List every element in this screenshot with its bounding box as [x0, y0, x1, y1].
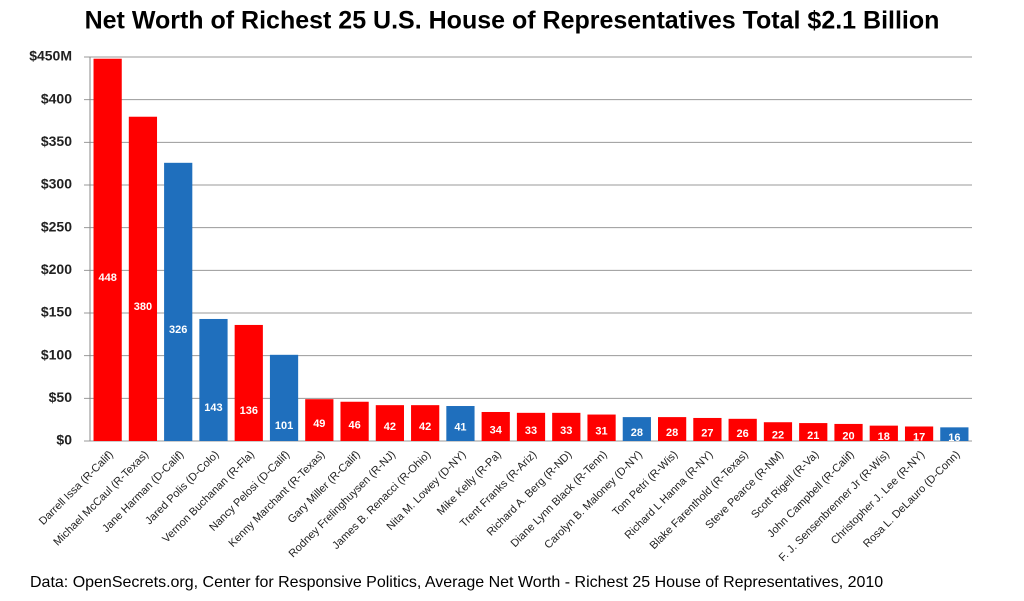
value-label: 49	[313, 418, 325, 430]
bar	[728, 418, 757, 441]
bar	[622, 417, 651, 441]
value-label: 26	[737, 428, 749, 440]
bar	[763, 422, 793, 441]
value-label: 34	[490, 424, 503, 436]
value-label: 136	[240, 405, 258, 417]
value-label: 101	[275, 420, 293, 432]
y-tick-label: $250	[41, 218, 72, 234]
bar	[269, 354, 299, 441]
bar	[693, 417, 722, 441]
chart-title: Net Worth of Richest 25 U.S. House of Re…	[85, 7, 940, 35]
bar	[305, 399, 334, 441]
value-label: 42	[384, 421, 396, 433]
bar	[940, 427, 969, 441]
value-label: 41	[454, 421, 466, 433]
bar	[481, 411, 510, 441]
bar	[587, 414, 616, 441]
bar	[411, 405, 440, 441]
bar	[446, 406, 475, 441]
value-label: 17	[913, 432, 925, 444]
value-label: 28	[666, 427, 678, 439]
bar	[93, 58, 122, 441]
value-label: 143	[204, 402, 222, 414]
y-tick-label: $450M	[29, 48, 72, 64]
value-label: 46	[348, 419, 360, 431]
value-label: 42	[419, 421, 431, 433]
bar	[552, 412, 581, 441]
value-label: 33	[525, 425, 537, 437]
bar	[869, 425, 898, 441]
y-tick-label: $400	[41, 90, 72, 106]
bar	[904, 426, 934, 441]
bar	[658, 417, 687, 441]
source-note: Data: OpenSecrets.org, Center for Respon…	[30, 574, 883, 591]
value-label: 18	[878, 431, 890, 443]
y-tick-label: $200	[41, 261, 72, 277]
bar	[516, 412, 546, 441]
y-tick-label: $300	[41, 176, 72, 192]
value-label: 326	[169, 324, 187, 336]
value-label: 380	[134, 301, 152, 313]
value-label: 16	[948, 432, 960, 444]
bar	[340, 401, 369, 441]
bar	[375, 405, 404, 441]
value-label: 28	[631, 427, 643, 439]
y-tick-label: $350	[41, 133, 72, 149]
value-label: 21	[807, 430, 819, 442]
bar	[199, 318, 228, 441]
y-tick-label: $150	[41, 304, 72, 320]
bar	[164, 162, 193, 441]
value-label: 448	[98, 272, 116, 284]
value-label: 27	[701, 427, 713, 439]
y-tick-label: $0	[56, 432, 72, 448]
bar	[834, 423, 863, 441]
value-label: 33	[560, 425, 572, 437]
x-tick-label: Mike Kelly (R-Pa)	[435, 449, 504, 518]
x-tick-label: Scott Rigell (R-Va)	[749, 449, 821, 521]
bar	[799, 423, 828, 441]
value-label: 31	[595, 426, 607, 438]
x-tick-label: Tom Petri (R-Wis)	[610, 449, 680, 519]
bar	[234, 324, 263, 441]
value-label: 20	[842, 430, 854, 442]
value-label: 22	[772, 430, 784, 442]
y-tick-label: $50	[49, 389, 73, 405]
bar	[128, 116, 158, 441]
y-tick-label: $100	[41, 346, 72, 362]
